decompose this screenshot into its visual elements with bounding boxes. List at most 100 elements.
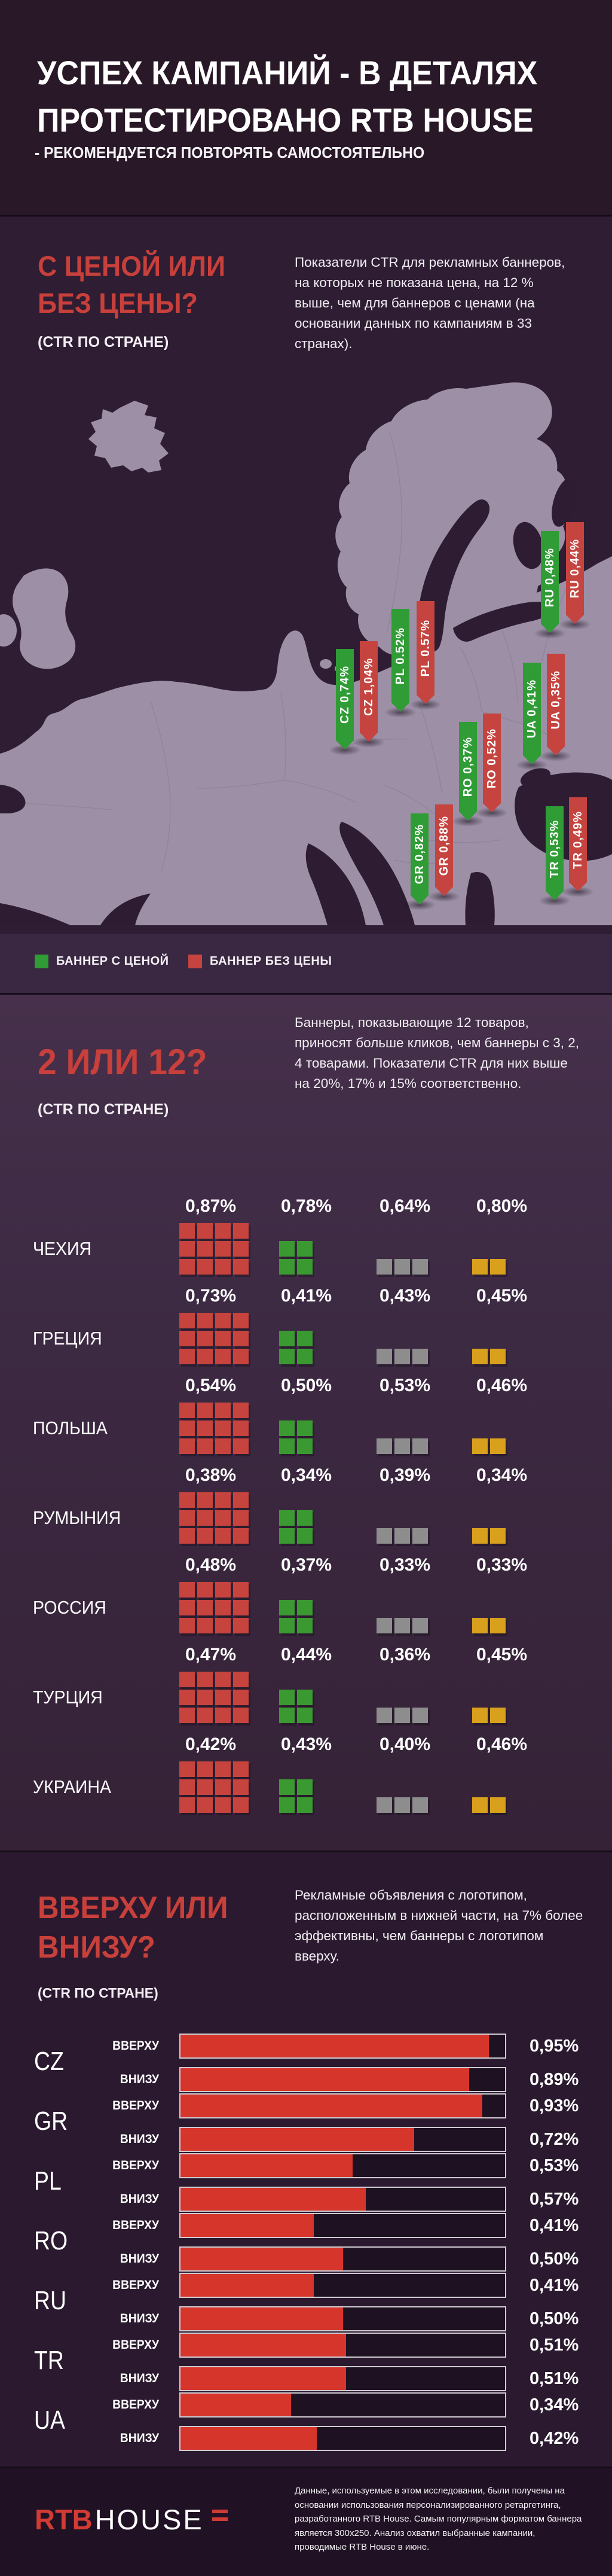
bar-row-top: ВВЕРХУ 0,53% [0, 2153, 612, 2178]
pin-label: PL 0.52% [393, 627, 407, 685]
bar-position-label: ВВЕРХУ [112, 2218, 159, 2232]
section-price-description: Показатели CTR для рекламных баннеров, н… [295, 255, 565, 351]
section-logo-position: ВВЕРХУ ИЛИ ВНИЗУ? (CTR ПО СТРАНЕ) Реклам… [0, 1852, 612, 2467]
bar-fill [180, 2154, 353, 2177]
ctr-value-2-products: 0,33% [476, 1555, 528, 1575]
pin-label: RU 0,44% [568, 538, 582, 599]
bar-position-label: ВНИЗУ [120, 2312, 159, 2325]
bar-fill [180, 2188, 366, 2211]
map-legend: БАННЕР С ЦЕНОЙ БАННЕР БЕЗ ЦЕНЫ [0, 934, 612, 993]
bar-track [179, 2093, 506, 2118]
ctr-value-3-products: 0,53% [379, 1376, 431, 1395]
pin-label: GR 0,82% [412, 824, 426, 885]
bar-fill [180, 2274, 314, 2297]
grid-12-red [179, 1672, 249, 1723]
bar-value: 0,89% [530, 2070, 579, 2089]
pin-tip-icon [435, 887, 453, 896]
pin-label: CZ 1,04% [362, 658, 375, 716]
map-pin-tr-with_price: TR 0,53% [538, 806, 571, 906]
pin-label: TR 0,53% [547, 819, 561, 878]
bar-country-code: RU [34, 2286, 67, 2315]
bar-fill [180, 2035, 489, 2057]
legend-with-price-label: БАННЕР С ЦЕНОЙ [56, 955, 169, 968]
ctr-value-4-products: 0,44% [280, 1645, 332, 1665]
map-pin-ua-without_price: UA 0,35% [540, 654, 572, 761]
bar-value: 0,51% [530, 2369, 579, 2388]
ctr-value-2-products: 0,34% [476, 1465, 528, 1485]
pin-tip-icon [569, 882, 587, 891]
ctr-value-4-products: 0,34% [280, 1465, 332, 1485]
map-gulf-lion [100, 894, 151, 925]
bar-value: 0,93% [530, 2096, 579, 2115]
row-country-label: ЧЕХИЯ [33, 1238, 92, 1259]
grid-4-green [279, 1241, 313, 1275]
section-price-heading-line1: С ЦЕНОЙ ИЛИ [38, 250, 226, 282]
bar-row-top: ВВЕРХУ 0,34% [0, 2392, 612, 2418]
map-britain [13, 568, 76, 669]
map-pin-ro-without_price: RO 0,52% [476, 714, 508, 818]
grid-12-red [179, 1223, 249, 1275]
bar-fill [180, 2214, 314, 2237]
bar-position-label: ВВЕРХУ [112, 2039, 159, 2053]
section-logo-description: Рекламные объявления с логотипом, распол… [295, 1888, 583, 1964]
pin-label: UA 0,41% [525, 679, 538, 739]
bar-row-top: ВВЕРХУ 0,41% [0, 2213, 612, 2238]
table-row-польша: ПОЛЬША 0,54% 0,50% 0,53% 0,46% [0, 1376, 612, 1465]
bar-track [179, 2306, 506, 2331]
pin-label: RU 0,48% [543, 547, 556, 608]
row-2-yellow [472, 1797, 506, 1813]
ctr-value-3-products: 0,33% [379, 1555, 431, 1575]
table-row-украина: УКРАИНА 0,42% 0,43% 0,40% 0,46% [0, 1734, 612, 1824]
row-3-gray [377, 1708, 428, 1723]
legend-green-swatch [35, 955, 48, 968]
map-tyrrhenian-sea [305, 843, 366, 925]
pin-tip-icon [336, 740, 354, 749]
bar-value: 0,41% [530, 2216, 579, 2235]
bar-group-ua: UA ВВЕРХУ 0,34% ВНИЗУ 0,42% [0, 2392, 612, 2451]
ctr-value-4-products: 0,50% [280, 1376, 332, 1395]
map-pin-ru-with_price: RU 0,48% [534, 531, 566, 639]
section-products-description: Баннеры, показывающие 12 товаров, принос… [295, 1015, 580, 1091]
section-products-subheading: (CTR ПО СТРАНЕ) [38, 1101, 169, 1118]
pin-tip-icon [523, 755, 541, 764]
bar-position-label: ВНИЗУ [120, 2371, 159, 2385]
ctr-value-2-products: 0,45% [476, 1645, 528, 1665]
bar-value: 0,51% [530, 2336, 579, 2355]
map-ireland [0, 614, 17, 647]
legend-item-without-price: БАННЕР БЕЗ ЦЕНЫ [188, 955, 332, 968]
ctr-value-12-products: 0,54% [185, 1376, 237, 1395]
bar-fill [180, 2128, 414, 2151]
pin-tip-icon [546, 891, 564, 900]
ctr-value-4-products: 0,78% [280, 1196, 332, 1216]
bar-fill [180, 2394, 291, 2416]
table-row-турция: ТУРЦИЯ 0,47% 0,44% 0,36% 0,45% [0, 1645, 612, 1734]
ctr-value-12-products: 0,42% [185, 1734, 237, 1754]
map-iceland [88, 401, 169, 472]
bar-position-label: ВНИЗУ [120, 2252, 159, 2266]
row-country-label: РУМЫНИЯ [33, 1507, 121, 1528]
bar-group-pl: PL ВВЕРХУ 0,53% ВНИЗУ 0,57% [0, 2153, 612, 2212]
page-title-line1: УСПЕХ КАМПАНИЙ - В ДЕТАЛЯХ [37, 54, 538, 92]
row-3-gray [377, 1259, 428, 1275]
pin-label: PL 0.57% [418, 619, 432, 677]
grid-12-red [179, 1403, 249, 1454]
map-lake-onega [552, 478, 577, 527]
grid-4-green [279, 1690, 313, 1723]
map-adriatic-sea [339, 822, 415, 925]
ctr-value-3-products: 0,39% [379, 1465, 431, 1485]
row-2-yellow [472, 1259, 506, 1275]
bar-country-code: CZ [34, 2047, 64, 2076]
section-divider [0, 993, 612, 995]
map-pin-cz-without_price: CZ 1,04% [353, 641, 385, 748]
bar-track [179, 2034, 506, 2059]
row-2-yellow [472, 1438, 506, 1454]
map-mainland [0, 556, 612, 925]
section-products: 2 ИЛИ 12? (CTR ПО СТРАНЕ) Баннеры, показ… [0, 995, 612, 1851]
map-pin-tr-without_price: TR 0,49% [562, 797, 594, 897]
pin-tip-icon [391, 703, 409, 712]
footer-note: Данные, используемые в этом исследовании… [295, 2486, 582, 2552]
pin-label: RO 0,52% [485, 728, 498, 789]
section-price-heading: С ЦЕНОЙ ИЛИ БЕЗ ЦЕНЫ? [38, 248, 225, 322]
bar-position-label: ВВЕРХУ [112, 2278, 159, 2292]
section-logo-subheading: (CTR ПО СТРАНЕ) [38, 1985, 158, 2001]
